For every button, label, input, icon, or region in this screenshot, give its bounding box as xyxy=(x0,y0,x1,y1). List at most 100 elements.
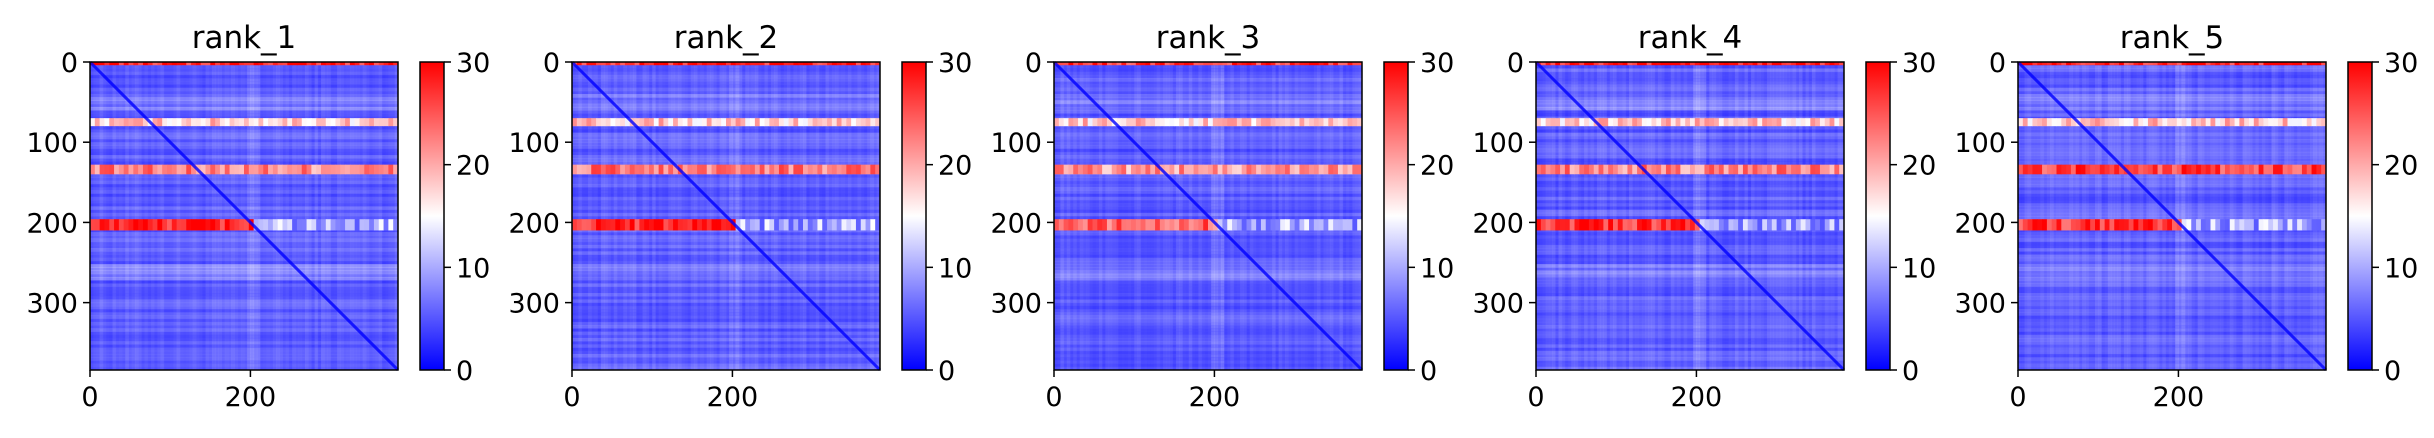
heatmap-row xyxy=(1054,357,1362,361)
heatmap-row xyxy=(1536,139,1844,143)
heatmap-band xyxy=(2258,164,2264,175)
heatmap-column xyxy=(1629,62,1633,370)
heatmap-band xyxy=(701,164,708,175)
heatmap-band xyxy=(726,164,732,175)
heatmap-band xyxy=(1150,164,1156,175)
heatmap-band xyxy=(1217,118,1223,127)
y-tick-label: 200 xyxy=(990,208,1042,239)
heatmap-band xyxy=(1641,118,1648,127)
heatmap-band xyxy=(644,118,650,127)
heatmap-column xyxy=(1616,62,1620,370)
heatmap-column xyxy=(304,62,309,370)
heatmap-column xyxy=(1163,62,1167,370)
heatmap-band xyxy=(1786,164,1792,175)
heatmap-band xyxy=(205,219,211,231)
heatmap-row xyxy=(572,100,880,105)
heatmap-row xyxy=(2018,257,2326,262)
heatmap-row xyxy=(90,241,398,246)
heatmap-band xyxy=(1174,118,1180,127)
heatmap-column xyxy=(1095,62,1100,370)
heatmap-band xyxy=(369,62,375,66)
heatmap-column xyxy=(1070,62,1074,370)
heatmap-band xyxy=(2287,62,2293,66)
heatmap-band xyxy=(210,62,216,66)
heatmap-band xyxy=(311,62,317,66)
heatmap-band xyxy=(1762,219,1768,231)
heatmap-band xyxy=(1222,62,1228,66)
heatmap-band xyxy=(104,219,110,231)
heatmap-band xyxy=(349,164,356,175)
heatmap-column xyxy=(1558,62,1563,370)
heatmap-band xyxy=(2301,164,2308,175)
heatmap-band xyxy=(740,62,746,66)
heatmap-row xyxy=(1536,106,1844,111)
heatmap-band xyxy=(2210,219,2216,231)
heatmap-row xyxy=(572,366,880,371)
heatmap-column xyxy=(157,62,162,370)
heatmap-band xyxy=(1738,219,1744,231)
heatmap-band xyxy=(345,62,351,66)
heatmap-column xyxy=(1240,62,1244,370)
heatmap-band xyxy=(807,62,814,66)
heatmap-row xyxy=(572,174,880,178)
heatmap-band xyxy=(2114,62,2120,66)
heatmap-column xyxy=(1824,62,1829,370)
heatmap-band xyxy=(224,118,231,127)
heatmap-band xyxy=(2046,219,2053,231)
heatmap-band xyxy=(2114,118,2120,127)
heatmap-row xyxy=(1054,187,1362,191)
heatmap-band xyxy=(1608,164,1614,175)
heatmap-band xyxy=(1641,62,1648,66)
heatmap-column xyxy=(2136,62,2141,370)
heatmap-band xyxy=(325,219,332,231)
heatmap-band xyxy=(2306,219,2313,231)
heatmap-row xyxy=(2018,244,2326,249)
heatmap-band xyxy=(330,219,336,231)
heatmap-column xyxy=(1638,62,1643,370)
heatmap-band xyxy=(615,118,621,127)
heatmap-band xyxy=(1063,118,1069,127)
heatmap-band xyxy=(1747,118,1754,127)
heatmap-band xyxy=(2032,219,2038,231)
heatmap-band xyxy=(181,118,187,127)
heatmap-row xyxy=(1536,347,1844,352)
heatmap-band xyxy=(1265,118,1272,127)
heatmap-band xyxy=(1304,62,1310,66)
heatmap-band xyxy=(1092,118,1098,127)
heatmap-column xyxy=(835,62,839,370)
heatmap-row xyxy=(1054,305,1362,310)
heatmap-row xyxy=(90,155,398,159)
heatmap-band xyxy=(1795,219,1802,231)
heatmap-band xyxy=(1299,62,1305,66)
heatmap-row xyxy=(2018,347,2326,352)
heatmap-row xyxy=(2018,187,2326,191)
heatmap-band xyxy=(1333,164,1339,175)
heatmap-column xyxy=(2027,62,2032,370)
heatmap-column xyxy=(1137,62,1142,370)
heatmap-band xyxy=(1762,164,1768,175)
heatmap-column xyxy=(138,62,142,370)
heatmap-band xyxy=(1357,219,1363,231)
heatmap-band xyxy=(591,219,597,231)
heatmap-row xyxy=(2018,235,2326,239)
heatmap-row xyxy=(1536,289,1844,294)
heatmap-band xyxy=(364,118,370,127)
heatmap-column xyxy=(1317,62,1321,370)
heatmap-band xyxy=(769,219,775,231)
heatmap-band xyxy=(1145,118,1151,127)
heatmap-band xyxy=(2104,164,2110,175)
heatmap-band xyxy=(2234,219,2240,231)
heatmap-band xyxy=(701,219,708,231)
heatmap-band xyxy=(373,219,380,231)
heatmap-row xyxy=(90,65,398,69)
heatmap-column xyxy=(831,62,836,370)
x-tick-label: 0 xyxy=(1045,382,1062,413)
heatmap-band xyxy=(1159,118,1166,127)
heatmap-band xyxy=(1078,219,1084,231)
plot-frame xyxy=(2017,61,2327,371)
heatmap-band xyxy=(1815,62,1821,66)
heatmap-column xyxy=(2274,62,2279,370)
heatmap-column xyxy=(1073,62,1077,370)
heatmap-row xyxy=(2018,209,2326,214)
heatmap-band xyxy=(1333,219,1339,231)
